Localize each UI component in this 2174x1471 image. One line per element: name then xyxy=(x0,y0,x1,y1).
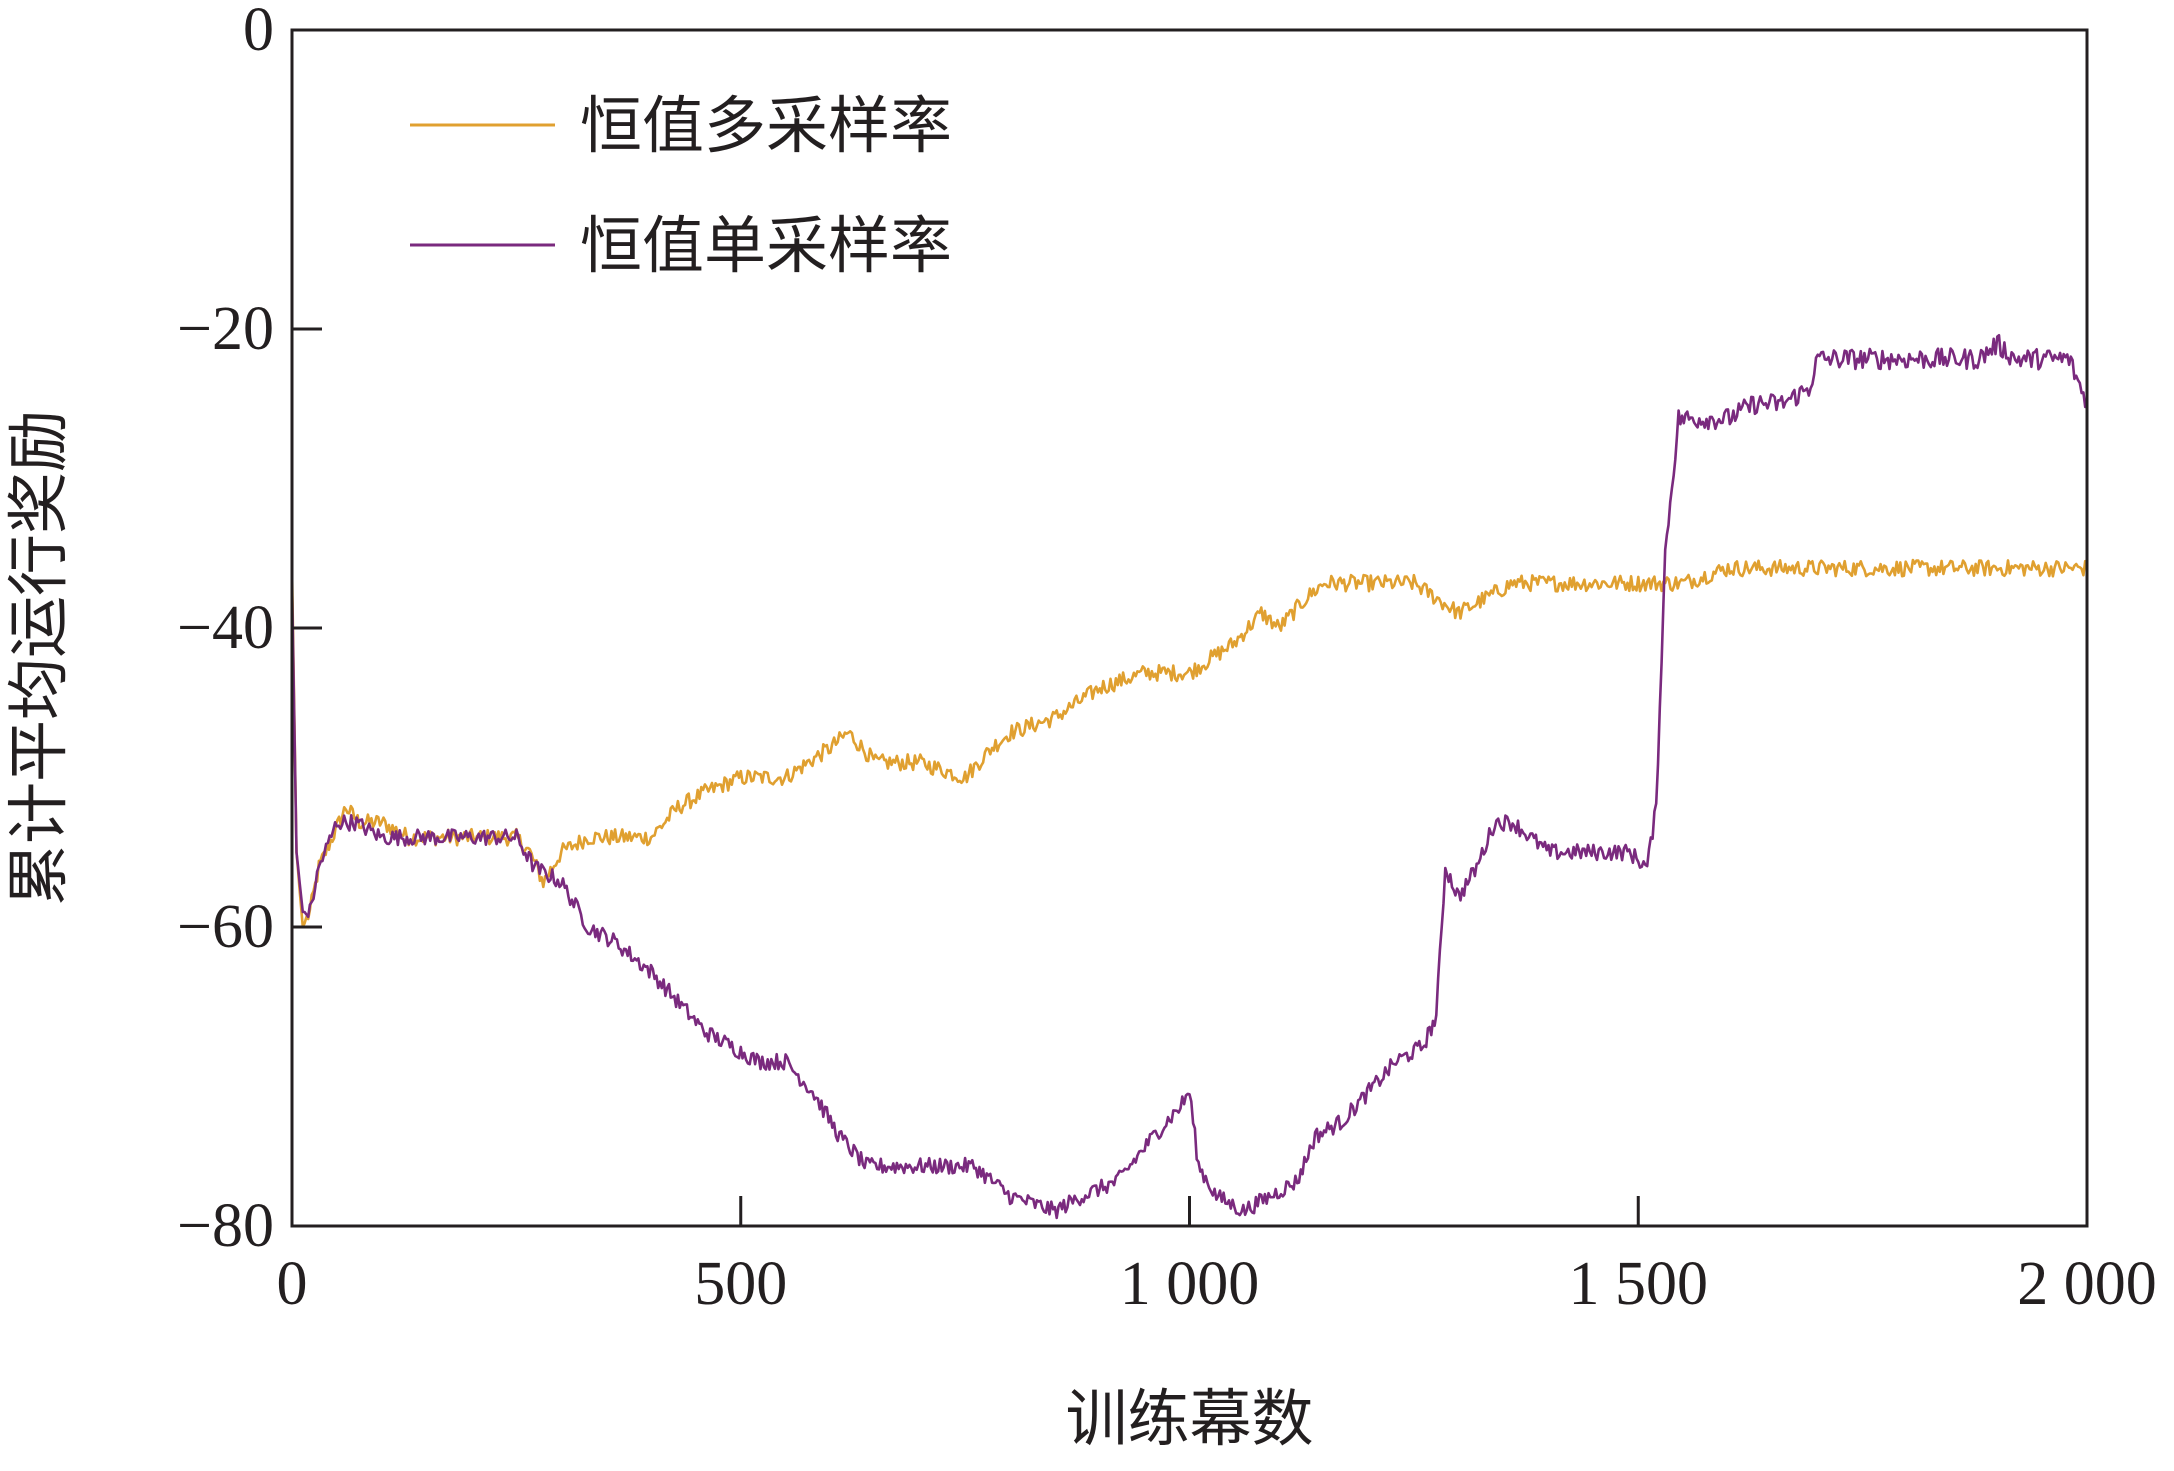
series-line-1 xyxy=(290,558,2089,929)
axes: 0 500 1 000 1 500 2 000 0 −20 −40 −60 −80 xyxy=(177,0,2157,1318)
x-tick-label: 500 xyxy=(694,1250,787,1318)
y-axis-title: 累计平均运行奖励 xyxy=(2,410,75,906)
y-tick-label: −40 xyxy=(177,594,274,662)
y-tick-label: 0 xyxy=(243,0,274,64)
legend-label-1: 恒值多采样率 xyxy=(580,89,952,162)
plot-frame xyxy=(290,28,2089,1228)
series-line-2 xyxy=(290,333,2089,1220)
y-tick-label: −20 xyxy=(177,295,274,363)
x-axis-title: 训练幕数 xyxy=(1065,1382,1313,1455)
y-tick-label: −80 xyxy=(177,1192,274,1260)
x-tick-label: 1 500 xyxy=(1569,1250,1709,1318)
x-tick-label: 2 000 xyxy=(2017,1250,2157,1318)
series-lines xyxy=(290,333,2089,1220)
x-tick-label: 1 000 xyxy=(1120,1250,1260,1318)
legend-label-2: 恒值单采样率 xyxy=(580,209,952,282)
x-tick-label: 0 xyxy=(277,1250,308,1318)
y-tick-label: −60 xyxy=(177,893,274,961)
